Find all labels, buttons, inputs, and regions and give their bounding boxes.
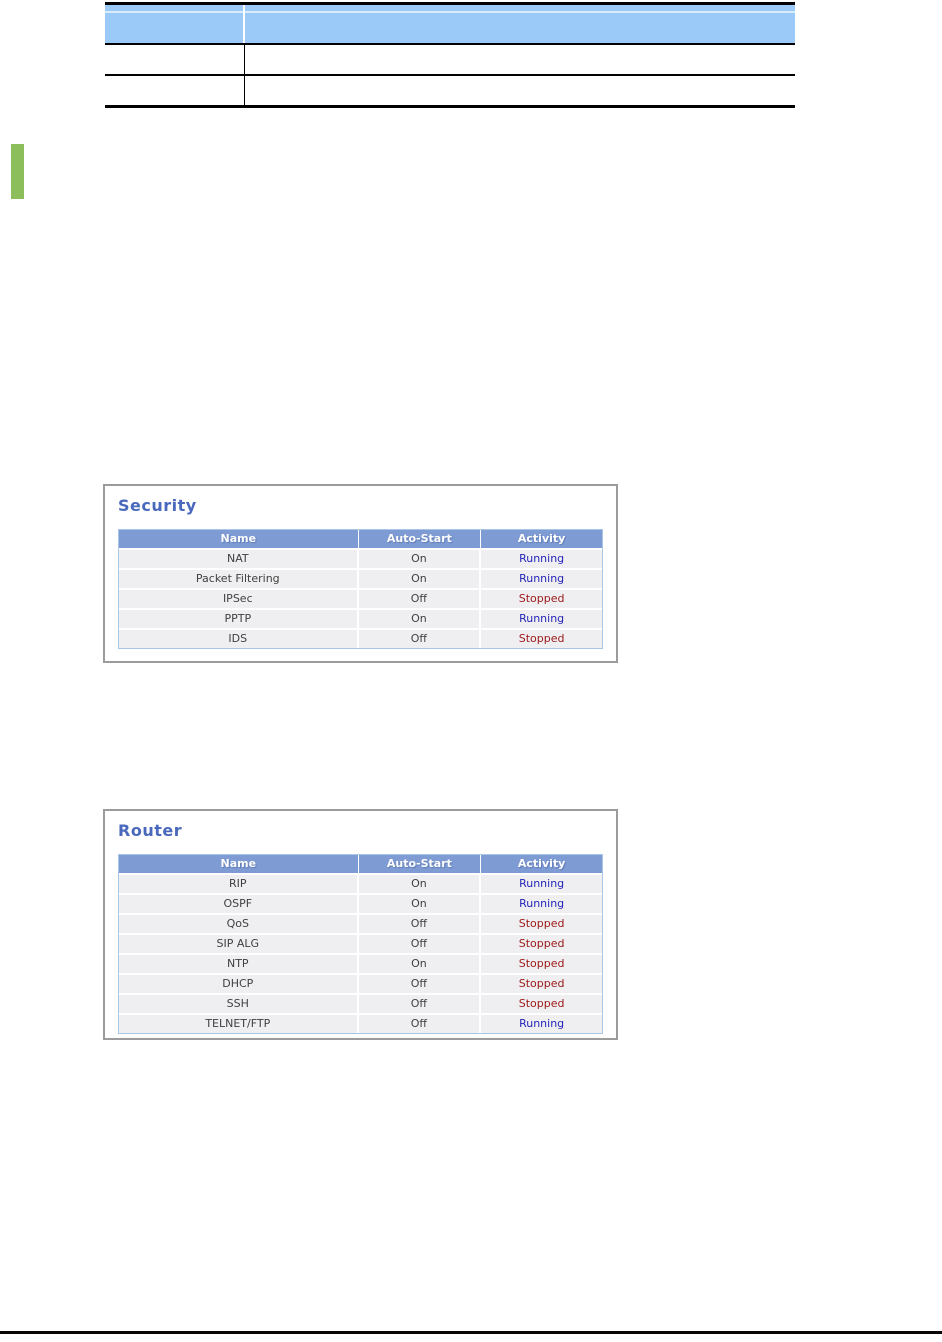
- panel-title: Router: [118, 821, 183, 840]
- security-services-table: Name Auto-Start Activity NAT On Running …: [118, 529, 603, 649]
- service-name-cell: RIP: [119, 875, 359, 893]
- service-name-cell: NAT: [119, 550, 359, 568]
- table-header-row: Name Auto-Start Activity: [119, 530, 602, 548]
- autostart-cell: Off: [359, 995, 482, 1013]
- table-row: NTP On Stopped: [119, 955, 602, 973]
- table-row: TELNET/FTP Off Running: [119, 1015, 602, 1033]
- service-name-cell: NTP: [119, 955, 359, 973]
- column-header-name: Name: [119, 855, 359, 873]
- table-row: IPSec Off Stopped: [119, 590, 602, 608]
- service-name-cell: IDS: [119, 630, 359, 648]
- activity-cell: Stopped: [518, 997, 565, 1010]
- top-table-header-row: [105, 5, 795, 43]
- table-row: IDS Off Stopped: [119, 630, 602, 648]
- activity-cell: Running: [519, 612, 565, 625]
- autostart-cell: On: [359, 550, 482, 568]
- column-header-autostart: Auto-Start: [359, 855, 482, 873]
- table-header-row: Name Auto-Start Activity: [119, 855, 602, 873]
- router-services-table: Name Auto-Start Activity RIP On Running …: [118, 854, 603, 1034]
- autostart-cell: On: [359, 875, 482, 893]
- table-row: NAT On Running: [119, 550, 602, 568]
- activity-cell: Stopped: [518, 957, 565, 970]
- top-table-cell: [105, 45, 245, 74]
- table-row: PPTP On Running: [119, 610, 602, 628]
- top-table-cell: [105, 76, 245, 105]
- service-name-cell: PPTP: [119, 610, 359, 628]
- service-name-cell: Packet Filtering: [119, 570, 359, 588]
- column-header-name: Name: [119, 530, 359, 548]
- autostart-cell: Off: [359, 630, 482, 648]
- service-name-cell: SIP ALG: [119, 935, 359, 953]
- section-marker: [11, 144, 24, 199]
- service-name-cell: DHCP: [119, 975, 359, 993]
- table-row: SIP ALG Off Stopped: [119, 935, 602, 953]
- service-name-cell: TELNET/FTP: [119, 1015, 359, 1033]
- activity-cell: Running: [519, 897, 565, 910]
- autostart-cell: Off: [359, 975, 482, 993]
- activity-cell: Stopped: [518, 632, 565, 645]
- autostart-cell: Off: [359, 915, 482, 933]
- autostart-cell: On: [359, 955, 482, 973]
- table-row: OSPF On Running: [119, 895, 602, 913]
- table-row: RIP On Running: [119, 875, 602, 893]
- activity-cell: Stopped: [518, 977, 565, 990]
- autostart-cell: Off: [359, 590, 482, 608]
- table-row: DHCP Off Stopped: [119, 975, 602, 993]
- router-panel: Router Name Auto-Start Activity RIP On R…: [103, 809, 618, 1040]
- top-table-row: [105, 43, 795, 74]
- activity-cell: Stopped: [518, 592, 565, 605]
- activity-cell: Stopped: [518, 917, 565, 930]
- top-table-header-cell: [245, 5, 795, 43]
- activity-cell: Running: [519, 552, 565, 565]
- column-header-autostart: Auto-Start: [359, 530, 482, 548]
- autostart-cell: Off: [359, 935, 482, 953]
- column-header-activity: Activity: [517, 857, 566, 870]
- top-table-header-cell: [105, 5, 245, 43]
- service-name-cell: OSPF: [119, 895, 359, 913]
- top-table-continuation: [105, 2, 795, 108]
- activity-cell: Stopped: [518, 937, 565, 950]
- table-row: SSH Off Stopped: [119, 995, 602, 1013]
- top-table-row: [105, 74, 795, 105]
- top-table-cell: [245, 45, 795, 74]
- column-header-activity: Activity: [517, 532, 566, 545]
- autostart-cell: On: [359, 570, 482, 588]
- page-bottom-rule: [0, 1331, 942, 1334]
- autostart-cell: Off: [359, 1015, 482, 1033]
- table-row: Packet Filtering On Running: [119, 570, 602, 588]
- autostart-cell: On: [359, 895, 482, 913]
- service-name-cell: IPSec: [119, 590, 359, 608]
- activity-cell: Running: [519, 877, 565, 890]
- panel-title: Security: [118, 496, 197, 515]
- activity-cell: Running: [519, 1017, 565, 1030]
- security-panel: Security Name Auto-Start Activity NAT On…: [103, 484, 618, 663]
- top-table-cell: [245, 76, 795, 105]
- autostart-cell: On: [359, 610, 482, 628]
- service-name-cell: QoS: [119, 915, 359, 933]
- table-row: QoS Off Stopped: [119, 915, 602, 933]
- service-name-cell: SSH: [119, 995, 359, 1013]
- activity-cell: Running: [519, 572, 565, 585]
